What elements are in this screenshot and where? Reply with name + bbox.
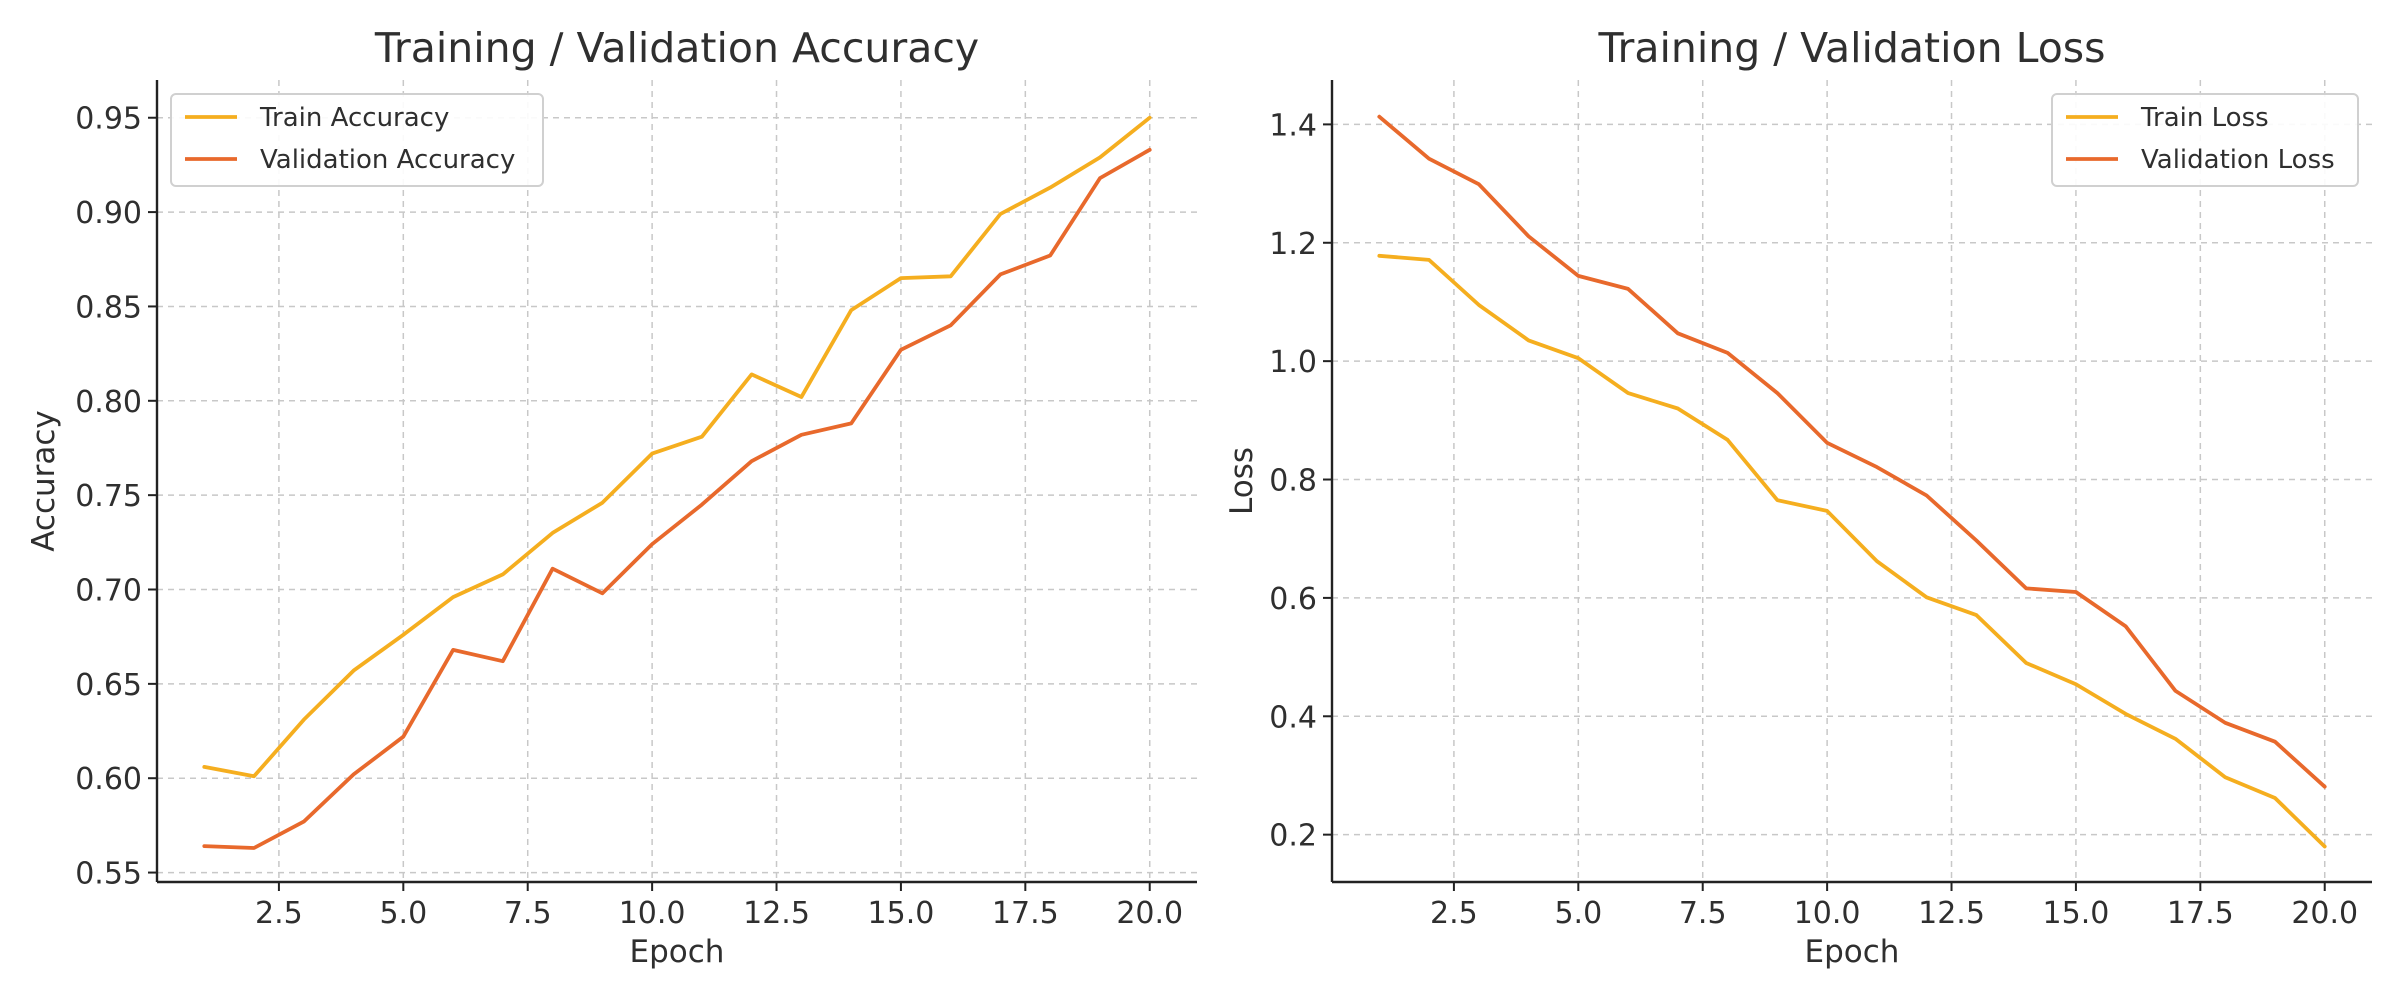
- y-tick-label: 0.85: [75, 290, 142, 325]
- chart-panel: 2.5 5.0 7.5 10.0 12.5 15.0 17.5 20.0 0.2 0.4 0.6 0.…: [1224, 24, 2372, 970]
- legend: Train Loss Validation Loss: [2051, 93, 2359, 187]
- x-tick-label: 12.5: [743, 896, 810, 931]
- x-tick-label: 17.5: [2167, 896, 2234, 931]
- x-tick-label: 2.5: [255, 896, 303, 931]
- x-tick-label: 5.0: [379, 896, 427, 931]
- legend-label: Train Accuracy: [259, 103, 449, 133]
- y-tick-label: 0.70: [75, 574, 142, 609]
- x-axis-label: Epoch: [630, 934, 725, 970]
- series-line-0: [202, 115, 1152, 779]
- x-tick-label: 17.5: [992, 896, 1059, 931]
- y-tick-label: 0.95: [75, 102, 142, 137]
- legend-label: Validation Accuracy: [260, 145, 515, 175]
- series-line-0: [1377, 253, 2327, 849]
- series-line-1: [202, 147, 1152, 850]
- y-tick-label: 1.2: [1269, 227, 1317, 262]
- y-tick-label: 0.80: [75, 385, 142, 420]
- legend: Train Accuracy Validation Accuracy: [170, 93, 544, 187]
- y-tick-label: 0.6: [1269, 582, 1317, 617]
- y-axis-label: Loss: [1224, 447, 1260, 515]
- legend-box: [170, 93, 544, 187]
- x-axis-label: Epoch: [1805, 934, 1900, 970]
- chart-title: Training / Validation Loss: [1597, 24, 2105, 72]
- y-tick-label: 0.2: [1269, 819, 1317, 854]
- y-tick-label: 1.0: [1269, 345, 1317, 380]
- y-axis-label: Accuracy: [26, 410, 62, 552]
- x-tick-label: 20.0: [2291, 896, 2358, 931]
- x-tick-label: 15.0: [2043, 896, 2110, 931]
- y-tick-label: 0.4: [1269, 700, 1317, 735]
- series-line-1: [1377, 114, 2327, 789]
- y-tick-label: 0.75: [75, 479, 142, 514]
- y-tick-label: 0.90: [75, 196, 142, 231]
- x-tick-label: 10.0: [1794, 896, 1861, 931]
- x-tick-label: 20.0: [1116, 896, 1183, 931]
- x-tick-label: 10.0: [619, 896, 686, 931]
- x-tick-label: 12.5: [1918, 896, 1985, 931]
- chart-title: Training / Validation Accuracy: [374, 24, 979, 72]
- y-tick-label: 0.60: [75, 762, 142, 797]
- x-tick-label: 2.5: [1430, 896, 1478, 931]
- legend-label: Train Loss: [2140, 103, 2269, 133]
- y-tick-label: 0.8: [1269, 464, 1317, 499]
- y-tick-label: 0.55: [75, 857, 142, 892]
- x-tick-label: 7.5: [504, 896, 552, 931]
- chart-panel: 2.5 5.0 7.5 10.0 12.5 15.0 17.5 20.0 0.55 0.60 0.6…: [26, 24, 1197, 970]
- y-tick-label: 0.65: [75, 668, 142, 703]
- legend-label: Validation Loss: [2141, 145, 2335, 175]
- x-tick-label: 5.0: [1554, 896, 1602, 931]
- x-tick-label: 15.0: [868, 896, 935, 931]
- x-tick-label: 7.5: [1679, 896, 1727, 931]
- y-tick-label: 1.4: [1269, 108, 1317, 143]
- legend-box: [2051, 93, 2359, 187]
